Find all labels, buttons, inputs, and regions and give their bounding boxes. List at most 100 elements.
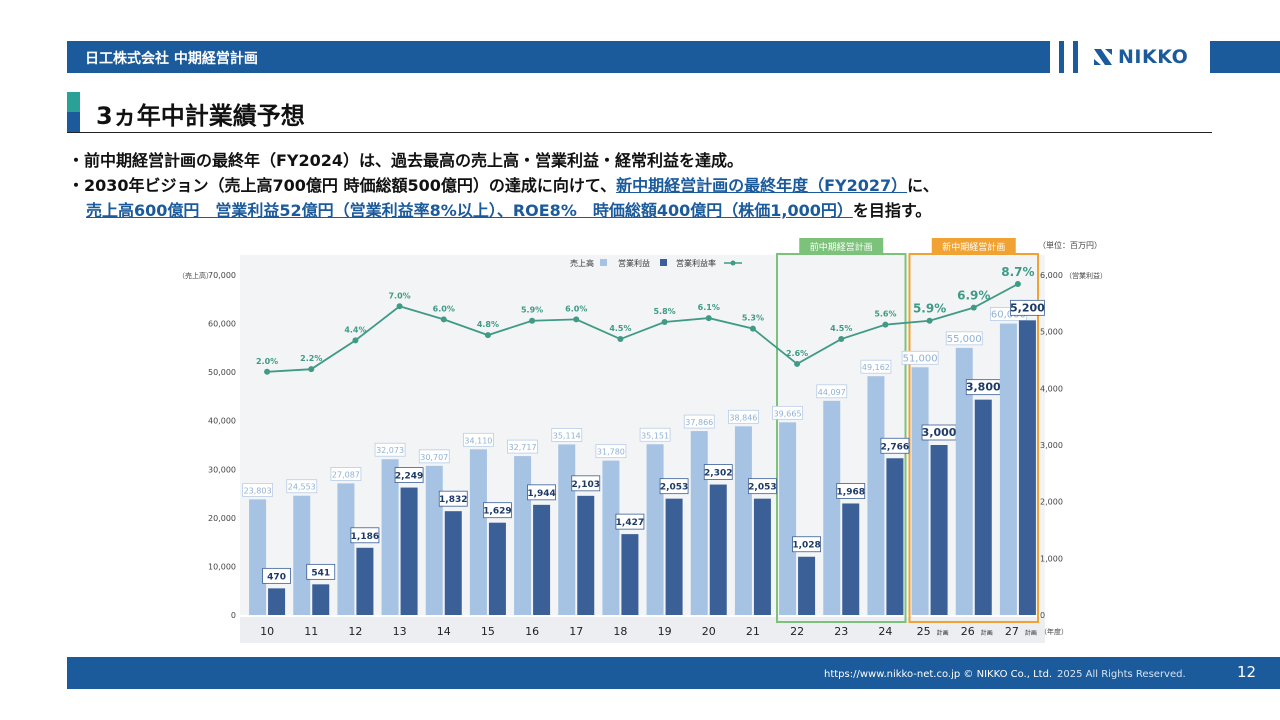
op-profit-bar [312, 584, 330, 615]
sales-bar [293, 495, 311, 615]
bullet-2-tail: に、 [907, 176, 939, 195]
left-tick-label: 0 [231, 611, 236, 620]
legend-margin-label: 営業利益率 [676, 258, 716, 268]
sales-value-label: 49,162 [862, 363, 890, 372]
sales-bar [690, 431, 708, 615]
margin-point [882, 321, 889, 328]
margin-value-label: 5.9% [521, 306, 543, 315]
margin-value-label: 4.5% [830, 324, 852, 333]
op-value-label: 2,766 [881, 442, 909, 452]
sales-bar [823, 400, 841, 615]
footer-bar: https://www.nikko-net.co.jp © NIKKO Co.,… [67, 657, 1280, 689]
op-profit-bar [798, 556, 816, 615]
op-profit-bar [974, 399, 992, 615]
right-tick-label: 3,000 [1040, 441, 1063, 450]
op-value-box [615, 513, 645, 530]
page-number: 12 [1237, 663, 1257, 681]
op-profit-bar [930, 445, 948, 615]
bullet-2: ・2030年ビジョン（売上高700億円 時価総額500億円）の達成に向けて、新中… [68, 173, 939, 198]
right-tick-label: 2,000 [1040, 498, 1063, 507]
sales-value-label: 39,665 [774, 409, 802, 418]
x-tick-label: 24 [878, 625, 892, 638]
right-tick-label: 0 [1040, 611, 1045, 620]
op-profit-bar [709, 484, 727, 615]
summary-bullets: ・前中期経営計画の最終年（FY2024）は、過去最高の売上高・営業利益・経常利益… [68, 148, 939, 223]
x-tick-label: 15 [481, 625, 495, 638]
sales-value-box [242, 482, 273, 497]
sales-value-box [945, 331, 983, 346]
sales-value-box [772, 405, 803, 420]
sales-value-box [463, 432, 494, 447]
op-value-box [792, 536, 821, 553]
sales-value-label: 38,846 [729, 413, 757, 422]
x-tick-label: 21 [746, 625, 760, 638]
plan-group-label-bg [931, 238, 1016, 254]
sales-bar [469, 449, 487, 615]
op-value-box [659, 478, 689, 495]
op-value-box [836, 483, 866, 499]
op-value-box [394, 467, 424, 483]
margin-point [661, 319, 668, 326]
sales-value-box [330, 467, 362, 481]
x-tick-label: 13 [393, 625, 407, 638]
margin-value-label: 2.0% [256, 357, 278, 366]
margin-point [970, 304, 977, 311]
op-value-label: 2,053 [660, 483, 688, 493]
x-tick-label: 22 [790, 625, 804, 638]
op-value-box [438, 490, 468, 507]
sales-value-box [683, 414, 715, 429]
sales-bar [602, 460, 620, 615]
margin-value-label: 7.0% [388, 291, 410, 300]
x-tick-label: 14 [437, 625, 451, 638]
logo-stripe [1059, 41, 1064, 73]
sales-value-box [639, 427, 671, 442]
margin-point [705, 315, 712, 322]
x-tick-label: 11 [304, 625, 318, 638]
margin-point [484, 332, 491, 339]
sales-value-label: 37,866 [685, 418, 713, 427]
op-value-box [262, 567, 291, 584]
op-value-box [1010, 299, 1045, 316]
sales-value-box [860, 359, 892, 374]
company-title: 日工株式会社 中期経営計画 [85, 51, 258, 67]
sales-bar [999, 323, 1017, 615]
op-profit-bar [842, 503, 860, 615]
margin-point [794, 360, 801, 367]
op-profit-bar [621, 534, 639, 615]
margin-value-label: 6.1% [698, 303, 720, 312]
op-value-box [880, 437, 910, 454]
margin-value-label: 4.4% [344, 325, 366, 334]
op-profit-bar [268, 588, 286, 615]
sales-value-label: 27,087 [332, 470, 360, 479]
margin-point [573, 316, 580, 323]
sales-value-label: 32,717 [509, 443, 537, 452]
logo-text: NIKKO [1118, 46, 1189, 68]
margin-point [749, 325, 756, 332]
op-profit-bar [400, 487, 418, 615]
right-tick-label: 5,000 [1040, 328, 1063, 337]
sales-value-box [507, 439, 538, 454]
sales-value-label: 35,114 [553, 431, 581, 440]
op-value-label: 1,944 [527, 489, 555, 499]
bullet-1: ・前中期経営計画の最終年（FY2024）は、過去最高の売上高・営業利益・経常利益… [68, 151, 744, 170]
op-value-label: 1,427 [616, 518, 644, 528]
plan-group-label: 前中期経営計画 [810, 241, 873, 253]
plan-group-label-bg [799, 238, 884, 254]
margin-value-label: 6.9% [957, 289, 990, 303]
footer-rights: 2025 All Rights Reserved. [1057, 669, 1186, 680]
margin-value-label: 5.3% [742, 314, 764, 323]
op-profit-bar [665, 498, 683, 615]
legend-margin-marker [730, 260, 736, 266]
sales-bar [425, 465, 443, 615]
x-tick-label: 17 [569, 625, 583, 638]
margin-value-label: 5.6% [874, 310, 896, 319]
sales-value-box [595, 444, 627, 459]
x-tick-label: 23 [834, 625, 848, 638]
op-value-label: 2,103 [572, 480, 600, 490]
op-profit-bar [533, 504, 551, 615]
sales-value-label: 24,553 [288, 483, 316, 492]
x-tick-suffix: 計画 [1025, 629, 1037, 637]
op-value-label: 5,200 [1010, 301, 1045, 314]
margin-value-label: 5.8% [653, 307, 675, 316]
op-profit-bar [356, 547, 374, 615]
